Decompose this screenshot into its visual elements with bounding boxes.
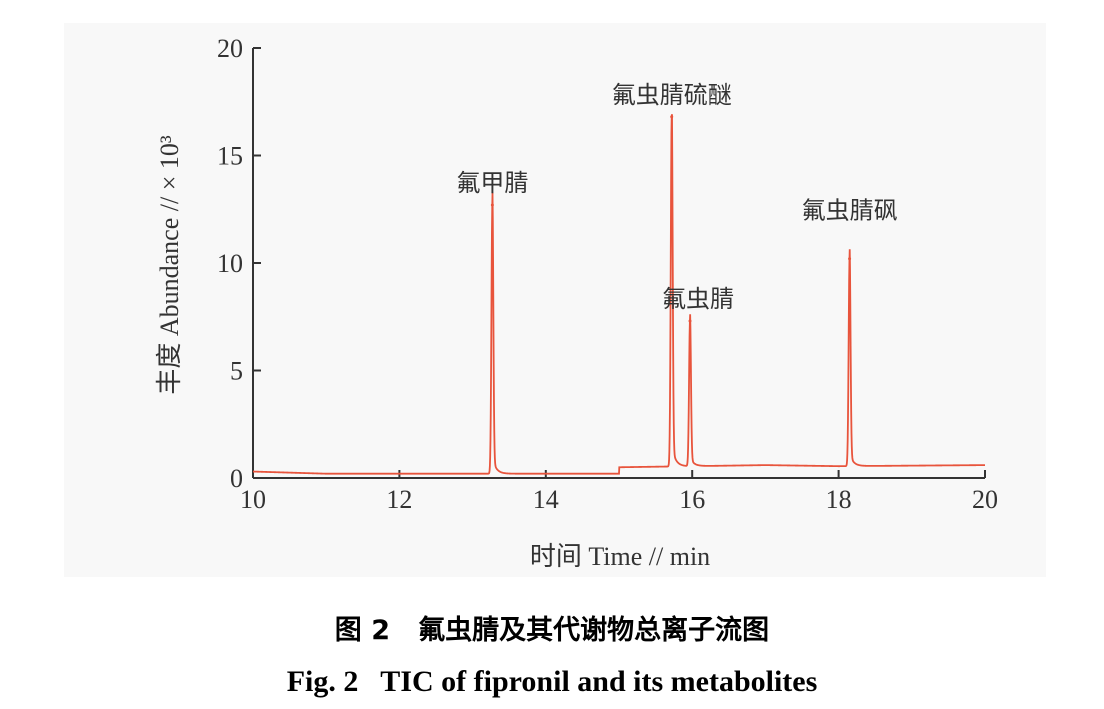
peak-apex-point <box>670 115 674 119</box>
x-tick-label: 14 <box>533 485 559 514</box>
x-tick-label: 18 <box>826 485 852 514</box>
peak-label: 氟虫腈砜 <box>802 197 898 225</box>
ticks: 10 12 14 16 18 20 0 5 10 15 20 <box>217 34 998 514</box>
peak-label: 氟虫腈 <box>662 285 734 313</box>
axes <box>252 48 985 479</box>
y-tick-label: 5 <box>230 357 243 386</box>
y-tick-label: 10 <box>217 249 243 278</box>
y-tick-label: 0 <box>230 464 243 493</box>
figure-caption-cn: 图 2 氟虫腈及其代谢物总离子流图 <box>334 615 770 646</box>
x-axis-label: 时间 Time // min <box>530 542 710 571</box>
peak-apex-point <box>490 203 494 207</box>
peak-label: 氟甲腈 <box>456 169 528 197</box>
x-tick-label: 20 <box>972 485 998 514</box>
peak-label: 氟虫腈硫醚 <box>612 81 732 109</box>
x-tick-label: 12 <box>386 485 412 514</box>
y-axis-label: 丰度 Abundance // × 10³ <box>155 135 184 395</box>
chart-panel <box>64 23 1046 577</box>
x-tick-label: 16 <box>679 485 705 514</box>
x-tick-label: 10 <box>240 485 266 514</box>
y-tick-label: 15 <box>217 142 243 171</box>
tic-series-line <box>252 114 985 475</box>
y-tick-label: 20 <box>217 34 243 63</box>
peak-apex-point <box>688 319 692 323</box>
figure-caption-en: Fig. 2 TIC of fipronil and its metabolit… <box>286 665 818 698</box>
peak-apex-point <box>848 257 852 261</box>
tic-trace <box>252 114 985 475</box>
